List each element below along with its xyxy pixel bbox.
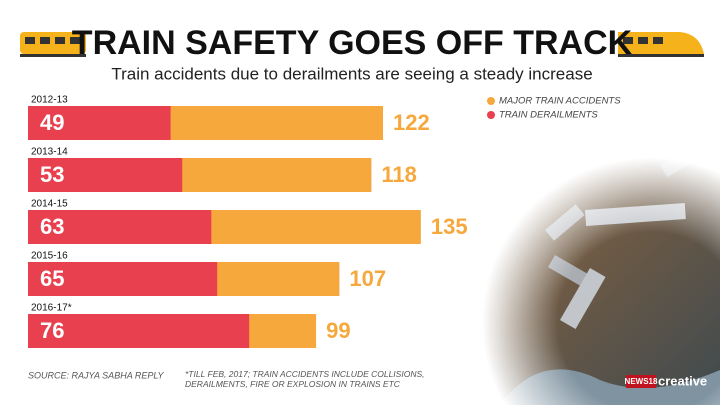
category-label: 2012-13 (31, 95, 68, 106)
legend-swatch (487, 97, 495, 105)
value-label: 122 (393, 110, 430, 135)
bar (28, 106, 171, 140)
photo (440, 130, 720, 405)
logo-mark: NEWS18 (625, 377, 658, 386)
value-label: 99 (326, 318, 350, 343)
value-label: 63 (40, 214, 64, 239)
value-label: 65 (40, 266, 64, 291)
train-icon-right (618, 32, 704, 57)
bar (28, 262, 218, 296)
category-label: 2014-15 (31, 199, 68, 210)
bar (28, 314, 250, 348)
value-label: 107 (349, 266, 386, 291)
train-icon-left (20, 32, 86, 57)
category-label: 2016-17* (31, 303, 72, 314)
bar (28, 210, 212, 244)
note: *TILL FEB, 2017; TRAIN ACCIDENTS INCLUDE… (185, 369, 425, 389)
bar (28, 158, 183, 192)
value-label: 118 (381, 162, 417, 187)
value-label: 135 (431, 214, 468, 239)
logo-text: creative (658, 373, 707, 388)
value-label: 49 (40, 110, 64, 135)
value-label: 53 (40, 162, 64, 187)
chart-subtitle: Train accidents due to derailments are s… (111, 64, 592, 83)
value-label: 76 (40, 318, 64, 343)
legend-label: TRAIN DERAILMENTS (499, 110, 598, 121)
source: SOURCE: RAJYA SABHA REPLY (28, 370, 165, 380)
legend-swatch (487, 111, 495, 119)
category-label: 2015-16 (31, 251, 68, 262)
chart-title: TRAIN SAFETY GOES OFF TRACK (72, 24, 633, 62)
category-label: 2013-14 (31, 147, 68, 158)
legend-label: MAJOR TRAIN ACCIDENTS (499, 96, 621, 107)
logo: NEWS18 creative (625, 373, 708, 388)
note-wrap: *TILL FEB, 2017; TRAIN ACCIDENTS INCLUDE… (185, 369, 425, 389)
